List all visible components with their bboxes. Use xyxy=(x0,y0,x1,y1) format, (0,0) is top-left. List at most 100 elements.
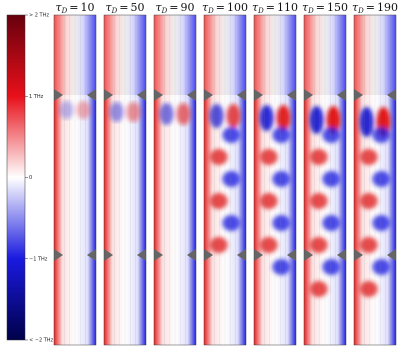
panel xyxy=(253,14,297,346)
vortices xyxy=(59,101,91,119)
vortex xyxy=(59,101,74,119)
wake xyxy=(209,193,228,209)
vortex xyxy=(309,106,324,134)
title-relation: = xyxy=(366,1,375,14)
wake xyxy=(222,171,241,187)
panel xyxy=(303,14,347,346)
constriction xyxy=(87,249,96,261)
constriction xyxy=(204,89,213,101)
constriction xyxy=(287,249,296,261)
wake xyxy=(322,259,341,275)
constriction xyxy=(304,249,313,261)
wake xyxy=(372,215,391,231)
vortex xyxy=(276,105,291,131)
wake xyxy=(372,127,391,143)
wake xyxy=(372,259,391,275)
panel-frame xyxy=(253,14,297,346)
vortex xyxy=(209,104,224,128)
constriction xyxy=(387,249,396,261)
wake xyxy=(309,237,328,253)
title-symbol: τ xyxy=(252,1,259,14)
colorbar-tick-label: < −2 THz xyxy=(29,338,54,344)
title-value: 90 xyxy=(180,1,194,14)
title-subscript: D xyxy=(111,7,118,15)
constriction xyxy=(54,249,63,261)
colorbar-tick-label: > 2 THz xyxy=(29,13,49,19)
panel-frame xyxy=(353,14,397,346)
panel-title: τD = 110 xyxy=(252,1,298,15)
constriction xyxy=(104,89,113,101)
title-symbol: τ xyxy=(56,1,63,14)
wake xyxy=(359,281,378,297)
constriction xyxy=(87,89,96,101)
wake xyxy=(359,193,378,209)
wake xyxy=(222,215,241,231)
wake xyxy=(259,149,278,165)
title-value: 190 xyxy=(377,1,398,14)
vortices xyxy=(309,106,341,297)
title-relation: = xyxy=(119,1,128,14)
vortex xyxy=(326,106,341,134)
title-value: 110 xyxy=(277,1,298,14)
panel xyxy=(153,14,197,346)
wake xyxy=(359,149,378,165)
constriction xyxy=(187,249,196,261)
title-value: 10 xyxy=(80,1,94,14)
vortex xyxy=(159,103,174,125)
wake xyxy=(272,171,291,187)
title-relation: = xyxy=(169,1,178,14)
constriction xyxy=(237,89,246,101)
constriction xyxy=(337,249,346,261)
panel-title: τD = 50 xyxy=(106,1,145,15)
panel-title: τD = 10 xyxy=(56,1,95,15)
panel-title: τD = 150 xyxy=(302,1,348,15)
panel-title: τD = 90 xyxy=(156,1,195,15)
wake xyxy=(272,127,291,143)
wake xyxy=(259,237,278,253)
vortex xyxy=(176,103,191,125)
wake xyxy=(322,171,341,187)
wake xyxy=(359,237,378,253)
vortex xyxy=(109,102,124,122)
panel xyxy=(353,14,397,346)
vortices xyxy=(359,107,391,297)
wake xyxy=(259,193,278,209)
vortex xyxy=(359,107,374,137)
wake xyxy=(272,259,291,275)
title-subscript: D xyxy=(61,7,68,15)
title-symbol: τ xyxy=(352,1,359,14)
panel xyxy=(203,14,247,346)
title-value: 150 xyxy=(327,1,348,14)
title-subscript: D xyxy=(207,7,214,15)
vortices xyxy=(109,102,141,122)
constriction xyxy=(254,249,263,261)
vortex xyxy=(126,102,141,122)
wake xyxy=(372,171,391,187)
constriction xyxy=(304,89,313,101)
title-value: 100 xyxy=(227,1,248,14)
constriction xyxy=(354,89,363,101)
title-relation: = xyxy=(316,1,325,14)
title-symbol: τ xyxy=(156,1,163,14)
vortices xyxy=(159,103,191,125)
panel-frame xyxy=(203,14,247,346)
wake xyxy=(222,127,241,143)
vortices xyxy=(259,105,291,275)
title-subscript: D xyxy=(357,7,364,15)
panel-frame xyxy=(53,14,97,346)
colorbar xyxy=(6,14,26,341)
constriction xyxy=(137,89,146,101)
constriction xyxy=(154,249,163,261)
wake xyxy=(322,127,341,143)
wake xyxy=(309,281,328,297)
constriction xyxy=(154,89,163,101)
panel xyxy=(103,14,147,346)
wake xyxy=(309,193,328,209)
constriction xyxy=(104,249,113,261)
constriction xyxy=(337,89,346,101)
constriction xyxy=(137,249,146,261)
constriction xyxy=(387,89,396,101)
constriction xyxy=(254,89,263,101)
constriction xyxy=(287,89,296,101)
panel xyxy=(53,14,97,346)
